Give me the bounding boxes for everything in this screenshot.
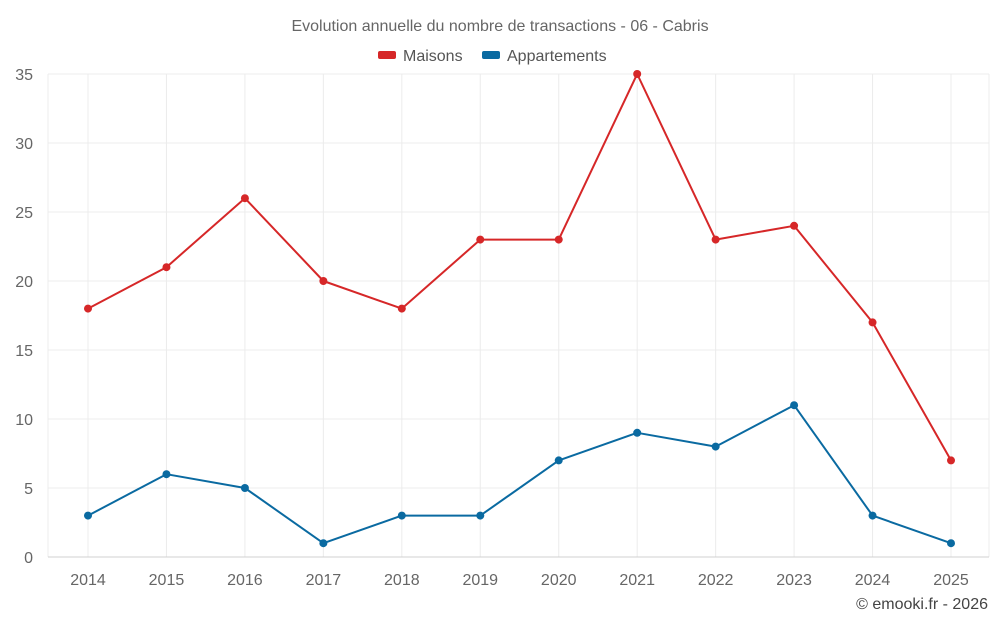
data-point-appartements-2021[interactable] bbox=[633, 428, 642, 437]
data-point-maisons-2024[interactable] bbox=[868, 318, 877, 327]
legend-swatch-maisons bbox=[378, 51, 396, 59]
y-tick-label: 25 bbox=[15, 205, 33, 222]
x-tick-label: 2015 bbox=[149, 572, 185, 589]
x-tick-label: 2020 bbox=[541, 572, 577, 589]
chart-title: Evolution annuelle du nombre de transact… bbox=[291, 18, 708, 35]
y-tick-label: 15 bbox=[15, 343, 33, 360]
credit-text: © emooki.fr - 2026 bbox=[856, 596, 988, 613]
data-point-appartements-2023[interactable] bbox=[790, 401, 799, 410]
data-point-maisons-2020[interactable] bbox=[554, 235, 563, 244]
data-point-maisons-2014[interactable] bbox=[84, 304, 92, 313]
y-tick-label: 35 bbox=[15, 67, 33, 84]
data-point-maisons-2016[interactable] bbox=[240, 194, 249, 203]
data-point-appartements-2024[interactable] bbox=[868, 511, 877, 520]
x-tick-label: 2019 bbox=[462, 572, 498, 589]
y-tick-label: 30 bbox=[15, 136, 33, 153]
x-tick-label: 2023 bbox=[776, 572, 812, 589]
data-point-maisons-2021[interactable] bbox=[633, 70, 642, 78]
data-point-appartements-2025[interactable] bbox=[947, 539, 955, 548]
y-tick-label: 5 bbox=[24, 481, 33, 498]
x-tick-label: 2018 bbox=[384, 572, 420, 589]
legend-swatch-appartements bbox=[482, 51, 500, 59]
y-tick-label: 20 bbox=[15, 274, 33, 291]
data-point-appartements-2017[interactable] bbox=[319, 539, 328, 548]
series-line-maisons bbox=[87, 73, 952, 461]
legend-label-appartements: Appartements bbox=[507, 48, 607, 65]
data-point-appartements-2018[interactable] bbox=[397, 511, 406, 520]
x-tick-label: 2025 bbox=[933, 572, 969, 589]
x-tick-label: 2017 bbox=[306, 572, 342, 589]
x-tick-label: 2024 bbox=[855, 572, 891, 589]
data-point-appartements-2020[interactable] bbox=[554, 456, 563, 465]
data-point-maisons-2025[interactable] bbox=[947, 456, 955, 465]
data-point-appartements-2022[interactable] bbox=[711, 442, 720, 451]
y-tick-label: 0 bbox=[24, 550, 33, 567]
series-line-appartements bbox=[87, 404, 952, 545]
data-point-maisons-2019[interactable] bbox=[476, 235, 485, 244]
data-point-maisons-2018[interactable] bbox=[397, 304, 406, 313]
x-tick-label: 2022 bbox=[698, 572, 734, 589]
data-point-appartements-2015[interactable] bbox=[162, 470, 171, 479]
data-point-maisons-2015[interactable] bbox=[162, 263, 171, 272]
x-tick-label: 2016 bbox=[227, 572, 263, 589]
data-point-appartements-2016[interactable] bbox=[240, 484, 249, 492]
legend: Maisons Appartements bbox=[378, 48, 607, 65]
legend-item-appartements[interactable]: Appartements bbox=[482, 48, 607, 65]
legend-label-maisons: Maisons bbox=[403, 48, 463, 65]
x-tick-label: 2014 bbox=[70, 572, 106, 589]
data-point-maisons-2022[interactable] bbox=[711, 235, 720, 244]
data-point-maisons-2017[interactable] bbox=[319, 277, 328, 285]
grid bbox=[47, 73, 990, 557]
y-tick-label: 10 bbox=[15, 412, 33, 429]
data-point-appartements-2014[interactable] bbox=[84, 511, 92, 520]
legend-item-maisons[interactable]: Maisons bbox=[378, 48, 463, 65]
data-point-maisons-2023[interactable] bbox=[790, 221, 799, 230]
data-point-appartements-2019[interactable] bbox=[476, 511, 485, 520]
series bbox=[84, 70, 955, 548]
x-tick-label: 2021 bbox=[619, 572, 655, 589]
